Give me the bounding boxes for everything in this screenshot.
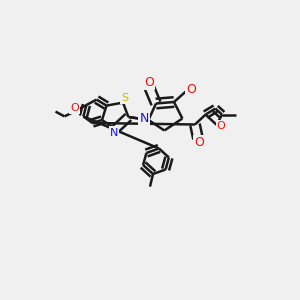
Text: O: O — [217, 121, 226, 131]
Text: O: O — [144, 76, 154, 89]
Text: H: H — [186, 81, 194, 91]
Text: N: N — [140, 112, 149, 125]
Text: S: S — [121, 93, 128, 103]
Text: N: N — [110, 128, 118, 138]
Text: O: O — [194, 136, 204, 149]
Text: O: O — [187, 82, 196, 96]
Text: O: O — [70, 103, 79, 113]
